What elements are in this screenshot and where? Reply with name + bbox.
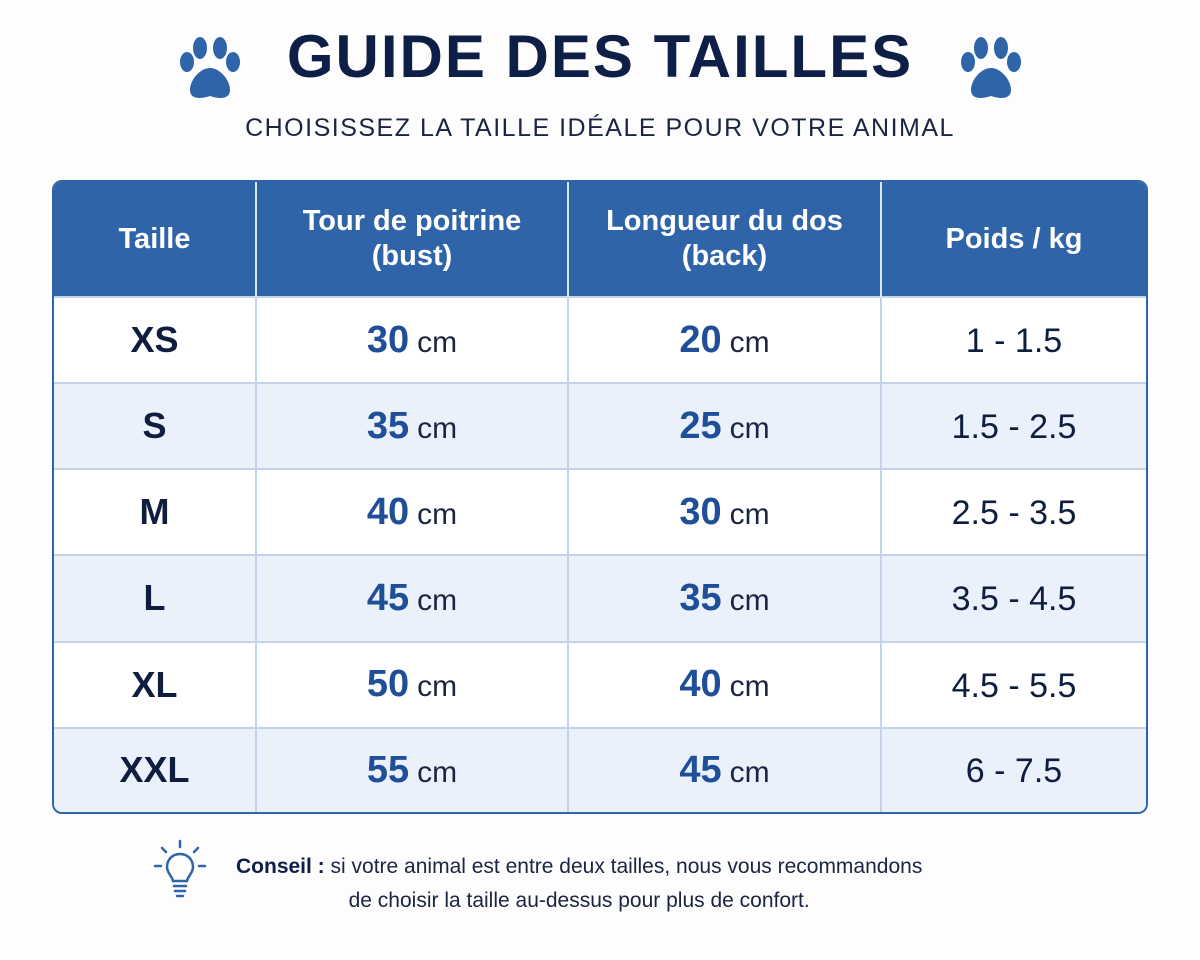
table-cell: 1 - 1.5	[881, 295, 1146, 384]
tip-line: de choisir la taille au-dessus pour plus…	[348, 889, 810, 912]
table-row: XL 50 cm 40 cm 4.5 - 5.5	[54, 640, 1146, 728]
size-label: XXL	[119, 749, 190, 791]
size-label: L	[143, 577, 166, 619]
table-cell: 20 cm	[568, 295, 882, 384]
measure-unit: cm	[729, 583, 770, 617]
weight-range: 1 - 1.5	[965, 322, 1063, 361]
measure-unit: cm	[729, 670, 770, 704]
measure-unit: cm	[417, 497, 458, 531]
tip: Conseil : si votre animal est entre deux…	[150, 838, 1150, 912]
measure-unit: cm	[729, 411, 770, 445]
column-header-line: Tour de poitrine	[302, 205, 522, 238]
table-row: XS 30 cm 20 cm 1 - 1.5	[54, 295, 1146, 384]
measure-value: 50	[366, 663, 410, 706]
table-body: XS 30 cm 20 cm 1 - 1.5 S 35 cm 25 cm 1.5 - 2.5 M 40 cm…	[54, 295, 1146, 812]
size-table: Taille Tour de poitrine (bust) Longueur du …	[52, 180, 1148, 814]
table-row: XXL 55 cm 45 cm 6 - 7.5	[54, 726, 1146, 812]
table-cell: 45 cm	[256, 554, 569, 642]
table-cell: 35 cm	[256, 382, 569, 470]
measure-unit: cm	[417, 670, 458, 704]
size-label: XL	[131, 663, 178, 705]
size-label: S	[142, 405, 167, 447]
measure-value: 55	[366, 748, 410, 791]
table-row: M 40 cm 30 cm 2.5 - 3.5	[54, 468, 1146, 556]
tip-text: Conseil : si votre animal est entre deux…	[236, 850, 922, 918]
measure-value: 35	[366, 404, 410, 447]
weight-range: 3.5 - 4.5	[951, 580, 1077, 619]
table-cell: 25 cm	[568, 382, 882, 470]
table-cell: 2.5 - 3.5	[881, 468, 1146, 556]
column-header-line: Longueur du dos	[606, 205, 843, 238]
table-cell: 55 cm	[256, 726, 569, 812]
table-cell: 35 cm	[568, 554, 882, 642]
column-header-line: Taille	[118, 222, 191, 255]
tip-label: Conseil :	[236, 855, 325, 878]
table-cell: 3.5 - 4.5	[881, 554, 1146, 642]
tip-line: Conseil : si votre animal est entre deux…	[236, 850, 922, 884]
table-cell: L	[54, 554, 257, 642]
measure-value: 30	[366, 318, 410, 361]
measure-value: 25	[679, 404, 722, 447]
table-row: L 45 cm 35 cm 3.5 - 4.5	[54, 554, 1146, 642]
size-label: M	[139, 491, 170, 533]
table-cell: M	[54, 468, 257, 556]
column-header-line: (bust)	[371, 240, 453, 272]
measure-value: 20	[679, 318, 722, 361]
measure-value: 35	[679, 576, 722, 619]
weight-range: 6 - 7.5	[965, 752, 1063, 791]
column-header: Poids / kg	[881, 182, 1146, 297]
header-row: Taille Tour de poitrine (bust) Longueur du …	[54, 182, 1146, 297]
measure-unit: cm	[417, 583, 458, 617]
weight-range: 1.5 - 2.5	[951, 408, 1077, 447]
measure-unit: cm	[729, 497, 770, 531]
table-cell: 45 cm	[568, 726, 882, 812]
subtitle: CHOISISSEZ LA TAILLE IDÉALE POUR VOTRE A…	[245, 114, 955, 142]
table-cell: XXL	[54, 726, 257, 812]
table-cell: 4.5 - 5.5	[881, 640, 1146, 728]
title: GUIDE DES TAILLES	[286, 23, 914, 90]
table: Taille Tour de poitrine (bust) Longueur du …	[54, 182, 1146, 812]
measure-unit: cm	[417, 755, 458, 789]
table-row: S 35 cm 25 cm 1.5 - 2.5	[54, 382, 1146, 470]
tip-line-text: si votre animal est entre deux tailles, …	[330, 855, 923, 878]
weight-range: 2.5 - 3.5	[951, 494, 1077, 533]
table-cell: 30 cm	[568, 468, 882, 556]
column-header: Longueur du dos (back)	[568, 182, 882, 297]
column-header-line: (back)	[681, 240, 768, 272]
table-cell: 1.5 - 2.5	[881, 382, 1146, 470]
measure-unit: cm	[729, 325, 770, 359]
measure-value: 40	[366, 490, 410, 533]
table-cell: XS	[54, 295, 257, 384]
weight-range: 4.5 - 5.5	[951, 666, 1077, 705]
table-cell: 40 cm	[256, 468, 569, 556]
table-cell: 30 cm	[256, 295, 569, 384]
column-header: Tour de poitrine (bust)	[256, 182, 569, 297]
measure-unit: cm	[729, 755, 770, 789]
bulb-icon	[153, 839, 207, 898]
measure-unit: cm	[417, 325, 458, 359]
table-cell: XL	[54, 640, 257, 728]
table-cell: 6 - 7.5	[881, 726, 1146, 812]
size-label: XS	[130, 319, 179, 361]
measure-value: 45	[679, 748, 722, 791]
table-cell: S	[54, 382, 257, 470]
paw-icon	[180, 37, 240, 98]
column-header: Taille	[54, 182, 257, 297]
table-cell: 40 cm	[568, 640, 882, 728]
table-cell: 50 cm	[256, 640, 569, 728]
paw-icon	[961, 37, 1021, 98]
measure-unit: cm	[417, 411, 458, 445]
column-header-line: Poids / kg	[945, 222, 1083, 255]
measure-value: 45	[366, 576, 410, 619]
measure-value: 30	[679, 490, 722, 533]
measure-value: 40	[679, 663, 722, 706]
